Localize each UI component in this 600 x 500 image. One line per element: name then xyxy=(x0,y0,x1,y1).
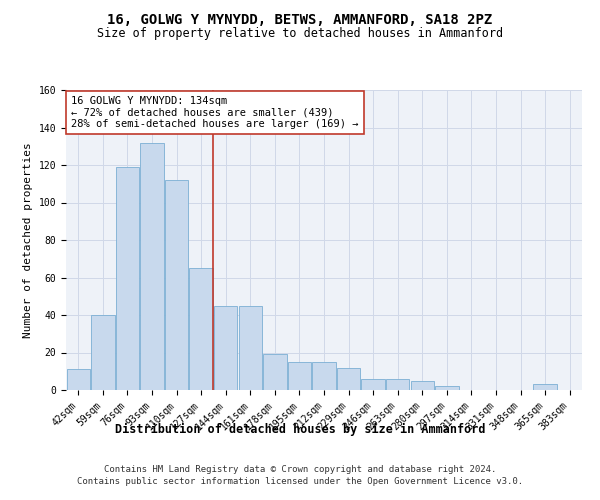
Bar xyxy=(410,380,434,390)
Text: Size of property relative to detached houses in Ammanford: Size of property relative to detached ho… xyxy=(97,28,503,40)
Bar xyxy=(116,167,139,390)
Bar xyxy=(435,386,458,390)
Bar xyxy=(140,142,164,390)
Bar xyxy=(386,379,409,390)
Bar xyxy=(313,362,335,390)
Text: Contains public sector information licensed under the Open Government Licence v3: Contains public sector information licen… xyxy=(77,478,523,486)
Bar xyxy=(190,268,213,390)
Bar xyxy=(288,362,311,390)
Bar xyxy=(533,384,557,390)
Bar xyxy=(263,354,287,390)
Bar xyxy=(91,315,115,390)
Text: Contains HM Land Registry data © Crown copyright and database right 2024.: Contains HM Land Registry data © Crown c… xyxy=(104,465,496,474)
Y-axis label: Number of detached properties: Number of detached properties xyxy=(23,142,33,338)
Bar xyxy=(361,379,385,390)
Bar xyxy=(337,368,360,390)
Bar xyxy=(239,306,262,390)
Bar xyxy=(165,180,188,390)
Bar xyxy=(67,370,90,390)
Bar xyxy=(214,306,238,390)
Text: 16 GOLWG Y MYNYDD: 134sqm
← 72% of detached houses are smaller (439)
28% of semi: 16 GOLWG Y MYNYDD: 134sqm ← 72% of detac… xyxy=(71,96,359,129)
Text: 16, GOLWG Y MYNYDD, BETWS, AMMANFORD, SA18 2PZ: 16, GOLWG Y MYNYDD, BETWS, AMMANFORD, SA… xyxy=(107,12,493,26)
Text: Distribution of detached houses by size in Ammanford: Distribution of detached houses by size … xyxy=(115,422,485,436)
